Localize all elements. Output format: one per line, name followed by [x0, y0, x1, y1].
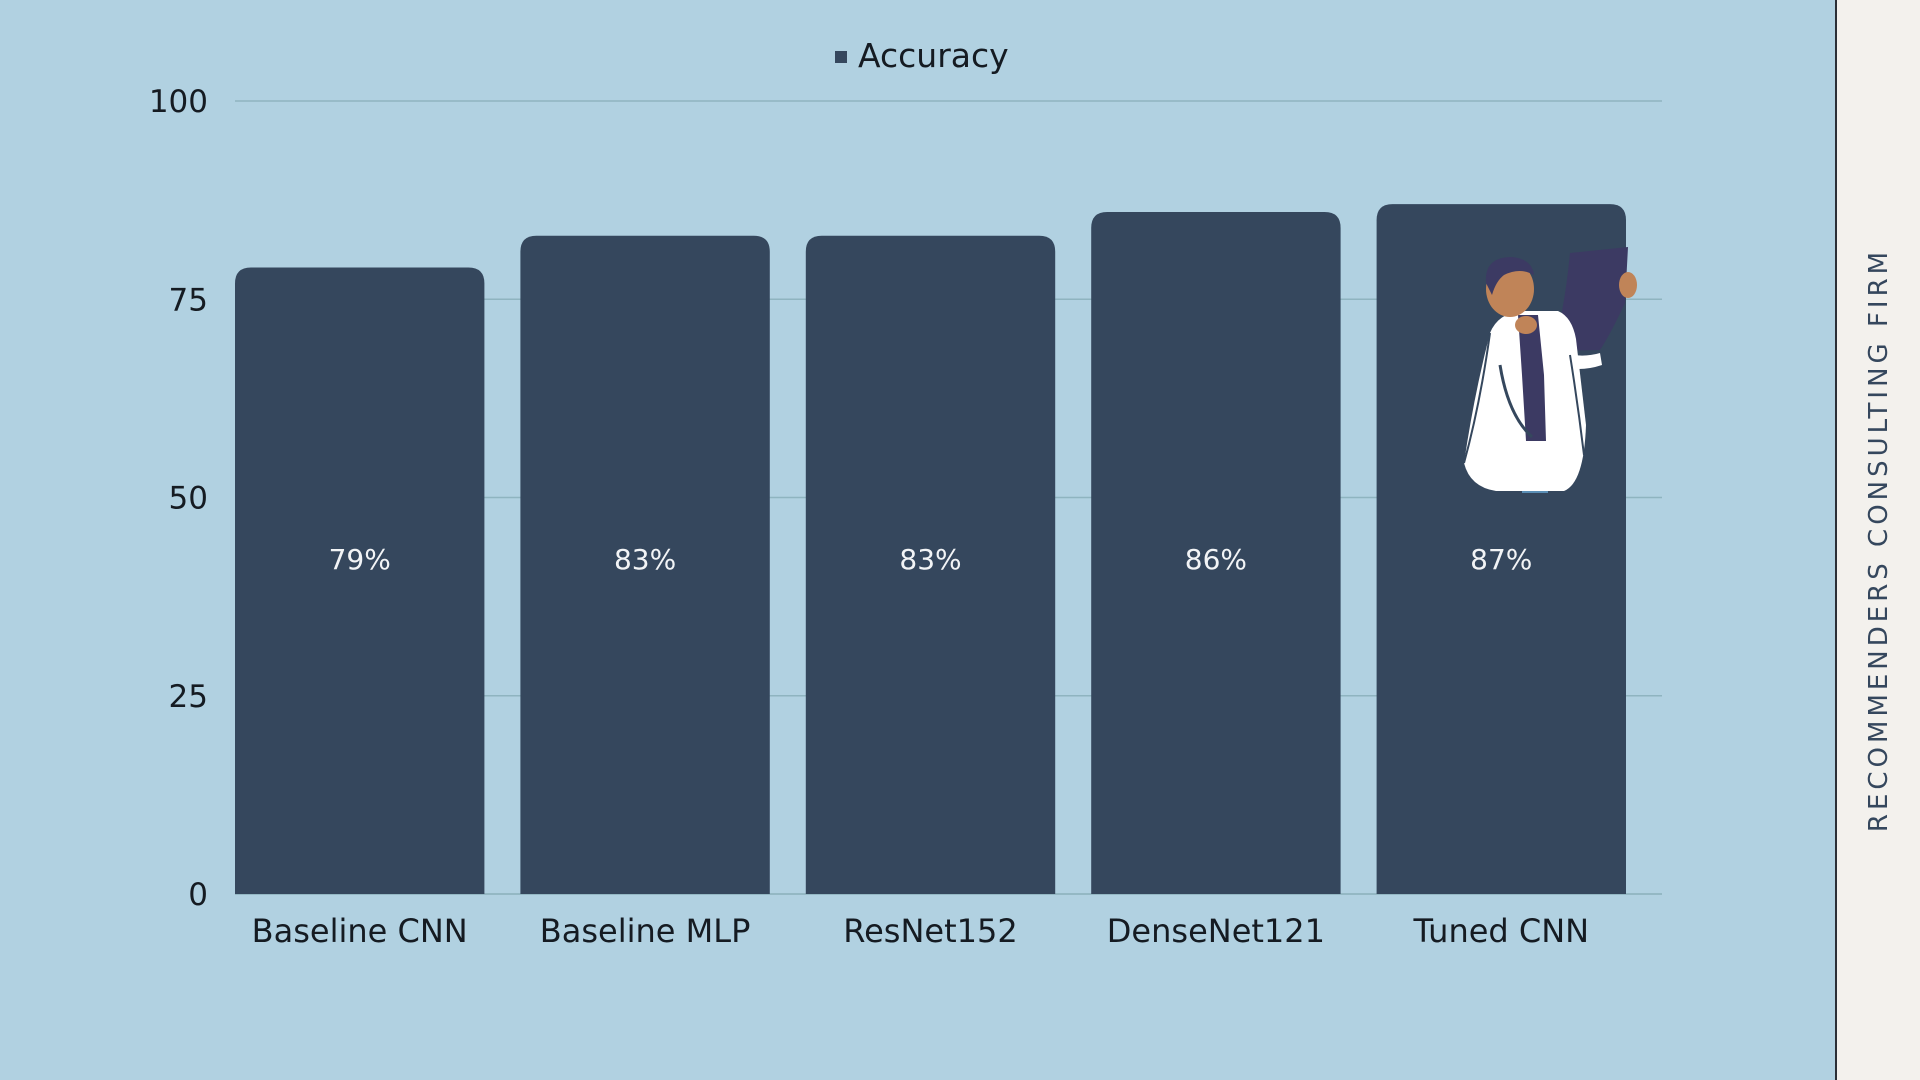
bar-value-label: 87% [1470, 543, 1532, 576]
y-tick-label: 50 [169, 481, 208, 517]
y-tick-label: 75 [169, 282, 208, 318]
bar-baseline-mlp [520, 235, 770, 894]
chart-area: 0 25 50 75 100 79% 83% 83% 86% 87% Baseline CNN B… [148, 36, 1662, 950]
bar-value-label: 83% [614, 543, 676, 576]
bar-resnet152 [805, 235, 1056, 894]
y-axis-ticks: 0 25 50 75 100 [149, 84, 208, 913]
y-tick-label: 25 [169, 679, 208, 715]
x-axis-ticks: Baseline CNN Baseline MLP ResNet152 DenseNe… [252, 912, 1589, 950]
legend: Accuracy [835, 36, 1009, 75]
bar-densenet121 [1091, 212, 1341, 894]
bar-value-label: 83% [899, 543, 961, 576]
side-strip: RECOMMENDERS CONSULTING FIRM [1835, 0, 1920, 1080]
doctor-holding-xray-icon [1463, 247, 1637, 493]
y-tick-label: 100 [149, 84, 208, 120]
legend-swatch [835, 51, 847, 63]
bar-baseline-cnn [235, 267, 485, 894]
x-tick-label: Tuned CNN [1412, 912, 1589, 950]
x-tick-label: DenseNet121 [1107, 912, 1325, 950]
x-tick-label: Baseline CNN [252, 912, 468, 950]
y-tick-label: 0 [188, 877, 208, 913]
bars: 79% 83% 83% 86% 87% [235, 204, 1626, 895]
company-name-label: RECOMMENDERS CONSULTING FIRM [1863, 247, 1894, 833]
x-tick-label: Baseline MLP [540, 912, 751, 950]
legend-label: Accuracy [858, 36, 1009, 75]
bar-value-label: 86% [1185, 543, 1247, 576]
bar-value-label: 79% [329, 543, 391, 576]
x-tick-label: ResNet152 [843, 912, 1017, 950]
